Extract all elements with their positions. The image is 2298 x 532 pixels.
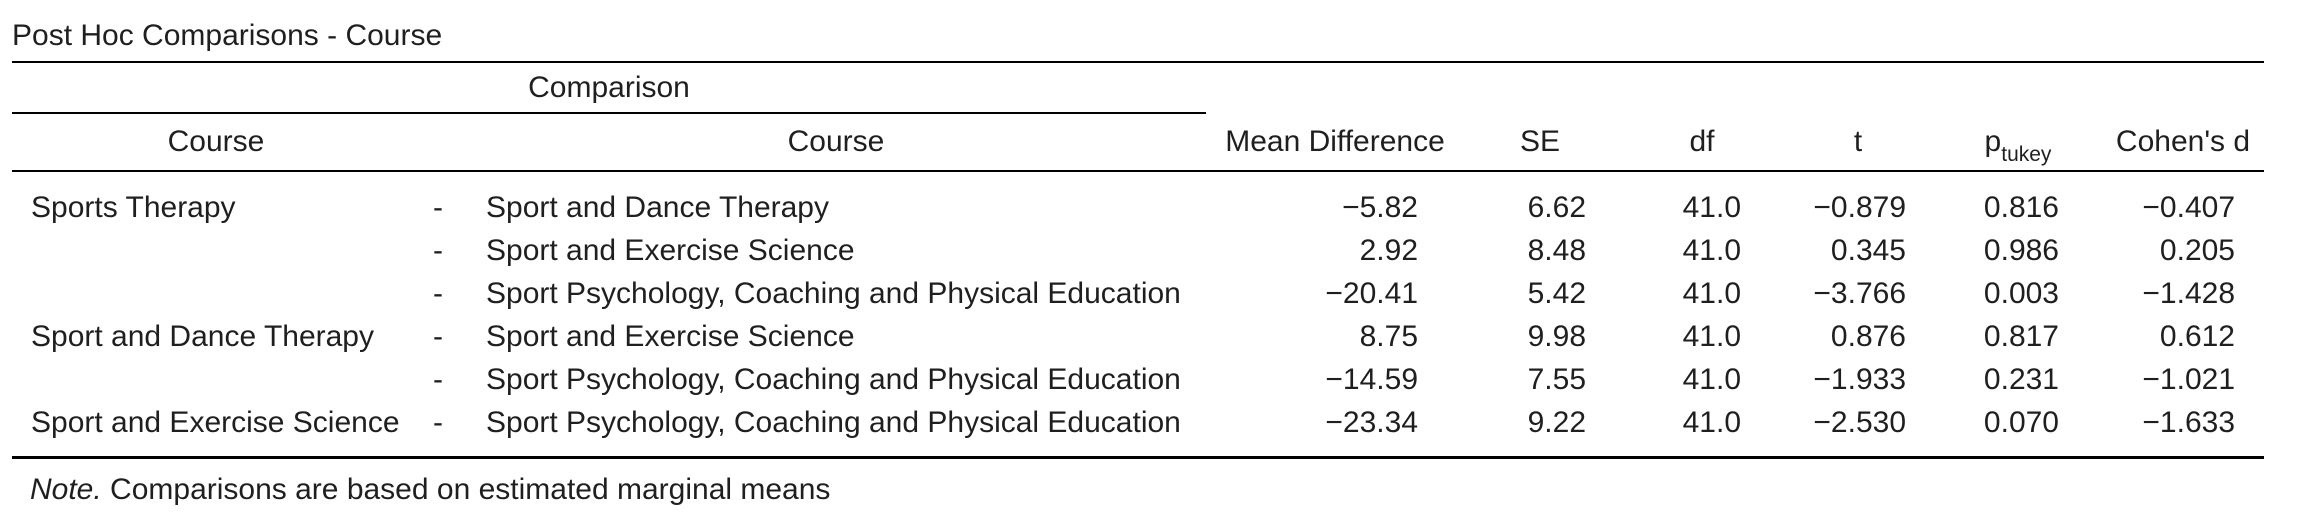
cell-se: 9.98 bbox=[1527, 320, 1586, 353]
cell-t: −0.879 bbox=[1813, 191, 1906, 224]
cell-dash: - bbox=[433, 406, 443, 439]
comparison-underline bbox=[12, 112, 1206, 114]
cell-dash: - bbox=[433, 234, 443, 267]
header-course-1: Course bbox=[167, 125, 265, 158]
header-p-tukey: ptukey bbox=[1985, 124, 2052, 173]
cell-dash: - bbox=[433, 320, 443, 353]
cell-t: −2.530 bbox=[1813, 406, 1906, 439]
note-text: Comparisons are based on estimated margi… bbox=[101, 473, 831, 506]
cell-se: 7.55 bbox=[1527, 363, 1586, 396]
cell-cohens-d: −1.021 bbox=[2142, 363, 2235, 396]
cell-p-tukey: 0.070 bbox=[1983, 406, 2059, 439]
header-cohens-d: Cohen's d bbox=[2115, 125, 2251, 158]
cell-df: 41.0 bbox=[1682, 191, 1741, 224]
cell-p-tukey: 0.003 bbox=[1983, 277, 2059, 310]
cell-course-2: Sport and Exercise Science bbox=[486, 320, 855, 353]
cell-cohens-d: 0.205 bbox=[2159, 234, 2235, 267]
cell-mean-difference: −14.59 bbox=[1325, 363, 1418, 396]
cell-cohens-d: −0.407 bbox=[2142, 191, 2235, 224]
cell-dash: - bbox=[433, 191, 443, 224]
cell-dash: - bbox=[433, 277, 443, 310]
top-rule bbox=[12, 61, 2264, 63]
header-mean-difference: Mean Difference bbox=[1225, 125, 1445, 158]
cell-df: 41.0 bbox=[1682, 320, 1741, 353]
cell-p-tukey: 0.816 bbox=[1983, 191, 2059, 224]
comparison-group-header: Comparison bbox=[528, 71, 690, 104]
cell-course-1: Sport and Exercise Science bbox=[31, 406, 400, 439]
cell-dash: - bbox=[433, 363, 443, 396]
cell-se: 8.48 bbox=[1527, 234, 1586, 267]
cell-course-2: Sport Psychology, Coaching and Physical … bbox=[486, 406, 1181, 439]
cell-df: 41.0 bbox=[1682, 363, 1741, 396]
header-t: t bbox=[1853, 125, 1863, 158]
cell-se: 9.22 bbox=[1527, 406, 1586, 439]
cell-t: 0.876 bbox=[1830, 320, 1906, 353]
cell-mean-difference: −23.34 bbox=[1325, 406, 1418, 439]
cell-mean-difference: 2.92 bbox=[1359, 234, 1418, 267]
cell-cohens-d: −1.428 bbox=[2142, 277, 2235, 310]
cell-p-tukey: 0.231 bbox=[1983, 363, 2059, 396]
cell-t: −1.933 bbox=[1813, 363, 1906, 396]
cell-course-1: Sports Therapy bbox=[31, 191, 236, 224]
cell-df: 41.0 bbox=[1682, 406, 1741, 439]
header-p-main: p bbox=[1984, 125, 2002, 158]
cell-course-2: Sport and Exercise Science bbox=[486, 234, 855, 267]
cell-t: 0.345 bbox=[1830, 234, 1906, 267]
cell-mean-difference: 8.75 bbox=[1359, 320, 1418, 353]
bottom-rule bbox=[12, 456, 2264, 459]
cell-course-2: Sport and Dance Therapy bbox=[486, 191, 829, 224]
cell-p-tukey: 0.986 bbox=[1983, 234, 2059, 267]
header-rule bbox=[12, 170, 2264, 172]
cell-df: 41.0 bbox=[1682, 277, 1741, 310]
header-course-2: Course bbox=[787, 125, 885, 158]
cell-course-2: Sport Psychology, Coaching and Physical … bbox=[486, 363, 1181, 396]
header-df: df bbox=[1689, 125, 1715, 158]
cell-mean-difference: −5.82 bbox=[1342, 191, 1418, 224]
cell-cohens-d: −1.633 bbox=[2142, 406, 2235, 439]
table-note: Note. Comparisons are based on estimated… bbox=[30, 472, 830, 508]
cell-mean-difference: −20.41 bbox=[1325, 277, 1418, 310]
cell-course-1: Sport and Dance Therapy bbox=[31, 320, 374, 353]
cell-t: −3.766 bbox=[1813, 277, 1906, 310]
cell-course-2: Sport Psychology, Coaching and Physical … bbox=[486, 277, 1181, 310]
cell-p-tukey: 0.817 bbox=[1983, 320, 2059, 353]
cell-se: 5.42 bbox=[1527, 277, 1586, 310]
header-p-subscript: tukey bbox=[2001, 143, 2052, 166]
cell-cohens-d: 0.612 bbox=[2159, 320, 2235, 353]
cell-df: 41.0 bbox=[1682, 234, 1741, 267]
header-se: SE bbox=[1519, 125, 1561, 158]
table-title: Post Hoc Comparisons - Course bbox=[12, 19, 443, 52]
cell-se: 6.62 bbox=[1527, 191, 1586, 224]
note-label: Note. bbox=[30, 473, 102, 506]
